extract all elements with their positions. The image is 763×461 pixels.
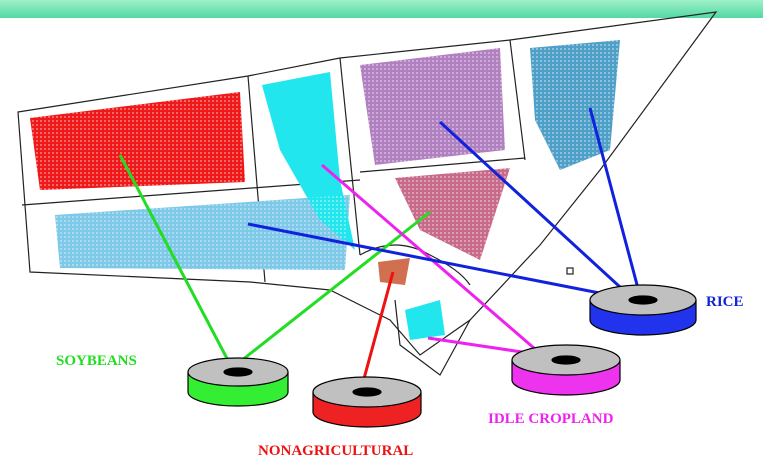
- connector: [438, 120, 634, 300]
- label-nonagricultural: NONAGRICULTURAL: [258, 443, 413, 459]
- marker: [566, 267, 574, 275]
- field-outline: [17, 11, 718, 356]
- field-map: [17, 11, 718, 376]
- top-bar: [0, 0, 763, 18]
- disk-nonagricultural: [312, 376, 422, 428]
- field-divider: [394, 299, 471, 376]
- connectors: [118, 107, 642, 387]
- disks: [187, 284, 697, 428]
- connector: [360, 271, 395, 387]
- connector: [231, 210, 431, 370]
- disk-soybeans: [187, 357, 289, 407]
- field-divider: [339, 57, 361, 256]
- label-rice: RICE: [706, 294, 744, 310]
- connector: [247, 222, 626, 300]
- field-divider: [359, 244, 471, 286]
- crop-patches: [30, 40, 620, 340]
- patch-nonag: [378, 258, 410, 285]
- label-idle-cropland: IDLE CROPLAND: [488, 411, 614, 427]
- field-divider: [359, 157, 526, 173]
- disk-idle-cropland: [511, 344, 621, 396]
- connector: [588, 107, 642, 297]
- label-soybeans: SOYBEANS: [56, 353, 137, 369]
- field-divider: [509, 39, 526, 161]
- patch-idle: [405, 300, 445, 340]
- connector: [118, 154, 234, 369]
- disk-rice: [589, 284, 697, 336]
